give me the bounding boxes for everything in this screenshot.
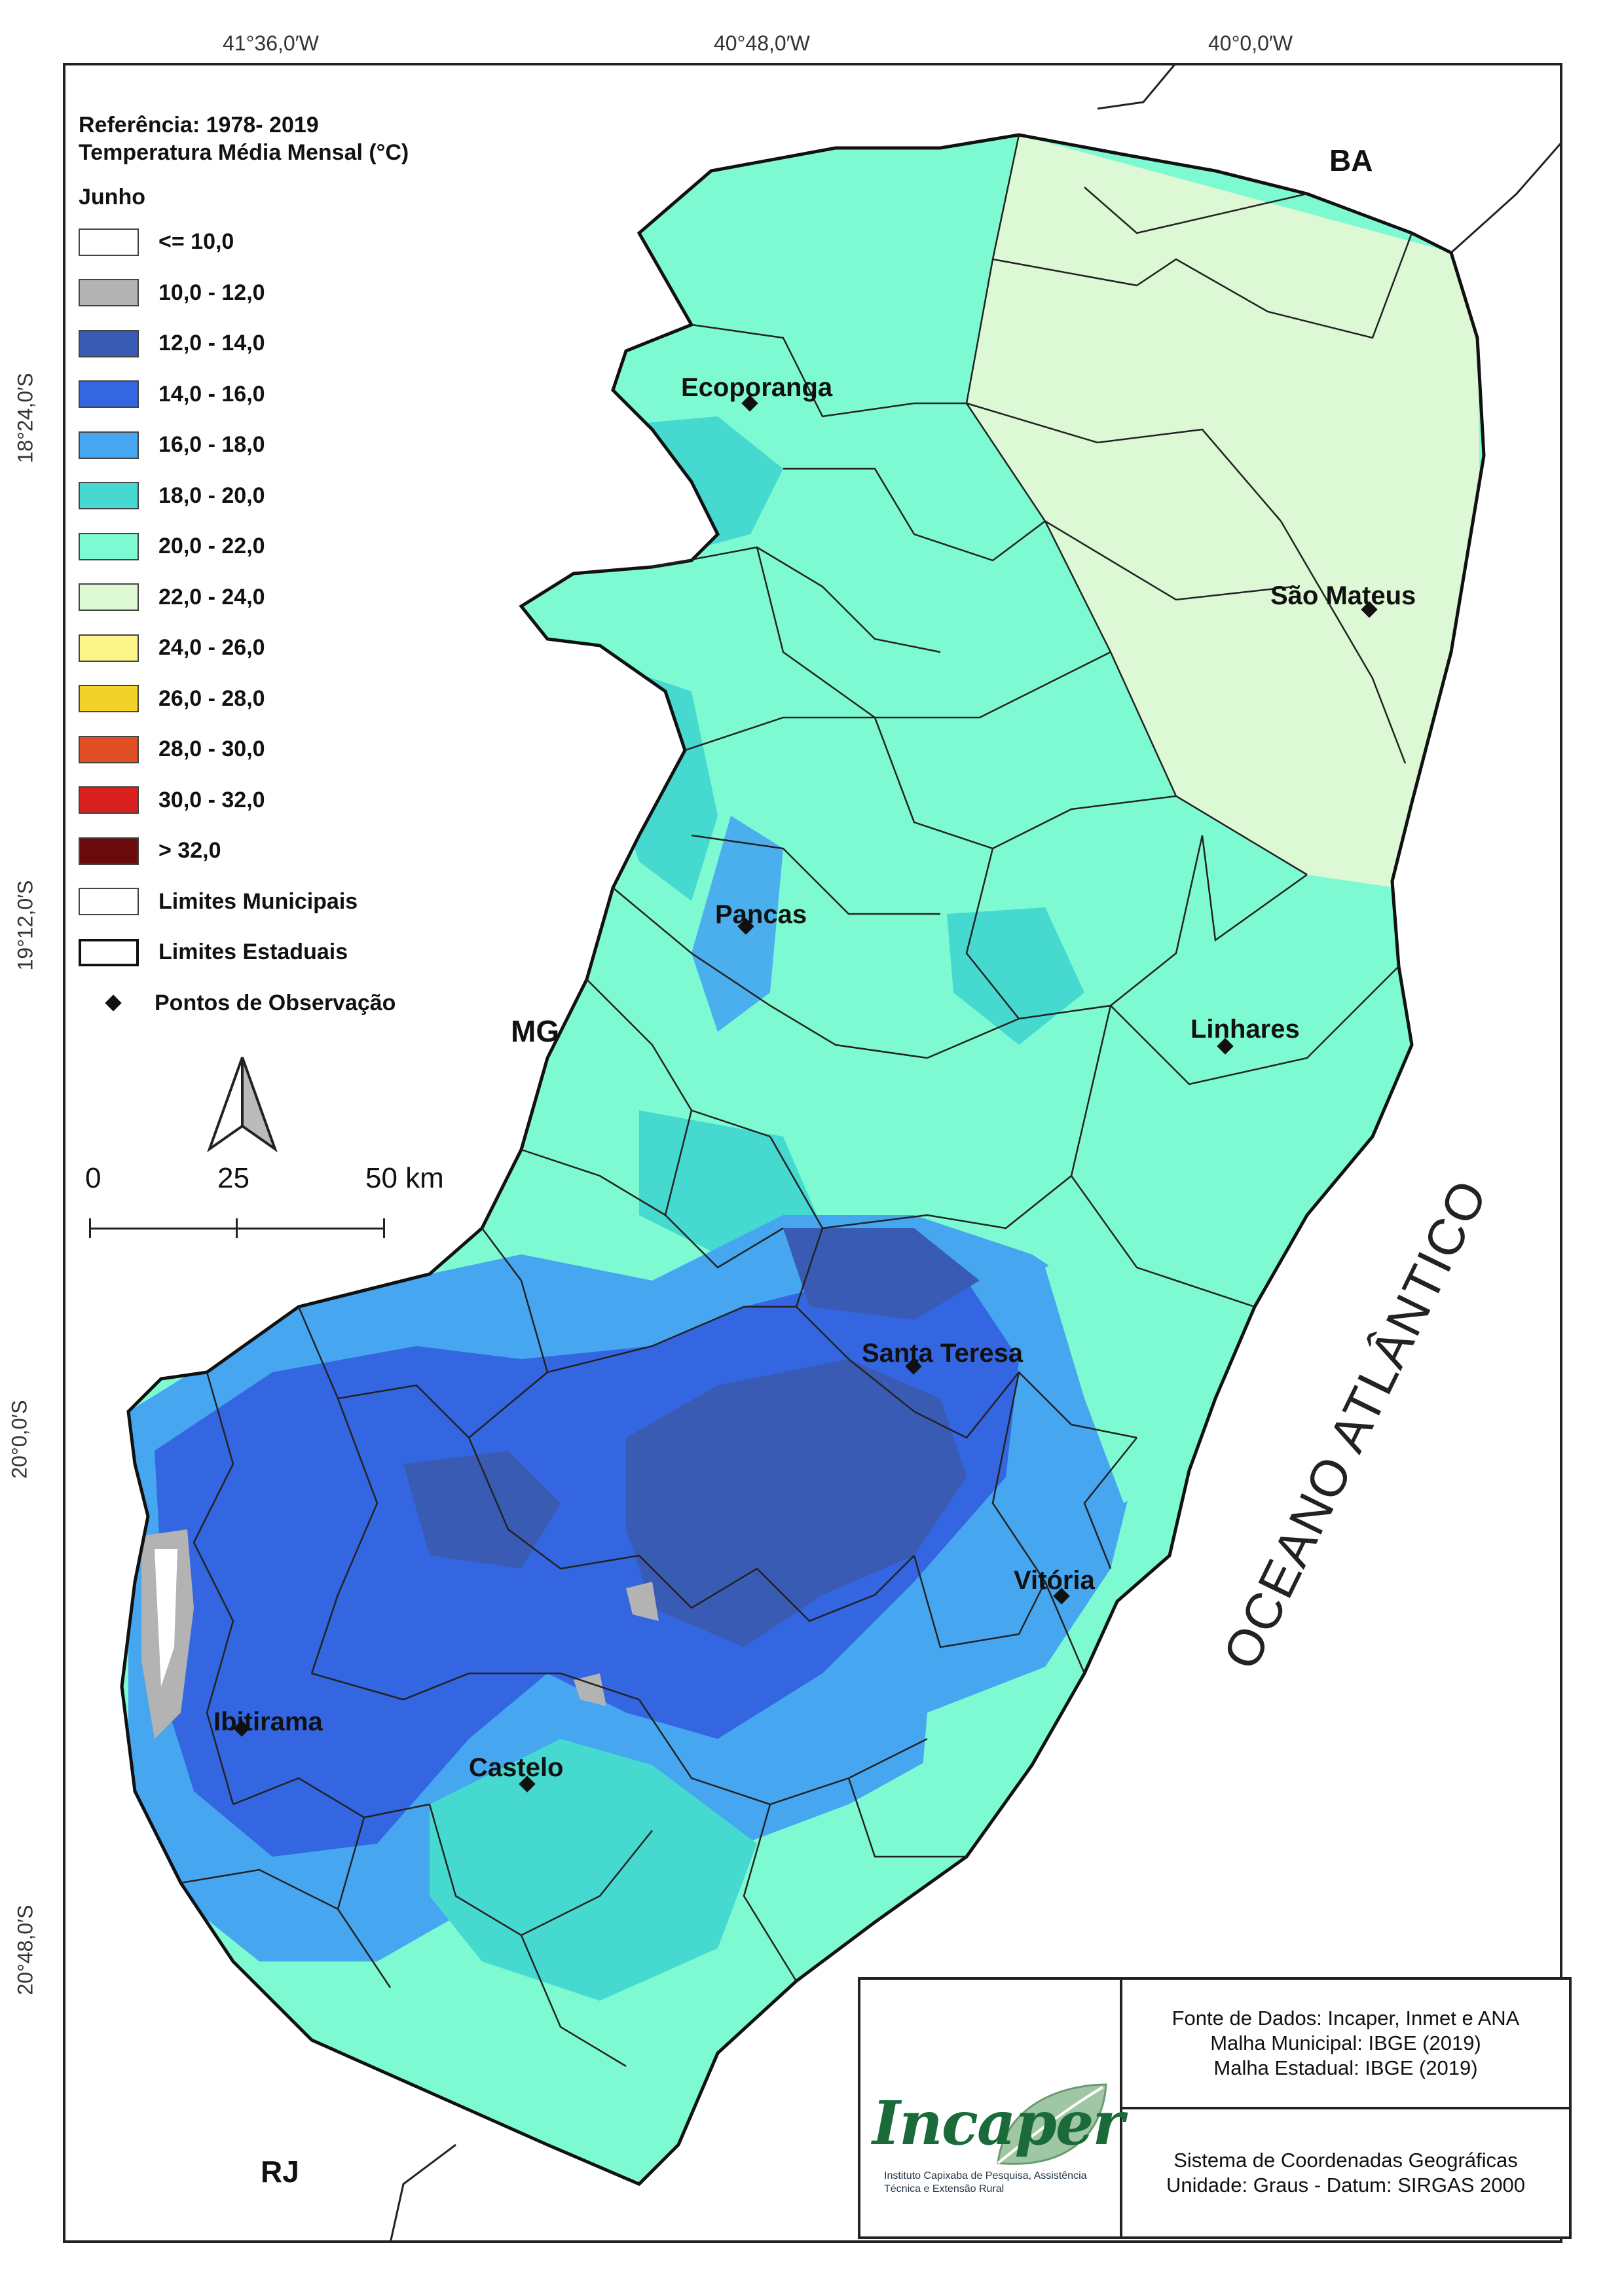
legend-month: Junho — [79, 185, 145, 210]
legend-class-row: 30,0 - 32,0 — [79, 775, 498, 826]
legend-class-label: 30,0 - 32,0 — [158, 787, 265, 812]
temperature-map — [120, 63, 1562, 2243]
legend-class-label: 10,0 - 12,0 — [158, 280, 265, 305]
info-text: Fonte de Dados: Incaper, Inmet e ANA Mal… — [1122, 1980, 1569, 2236]
legend-swatch — [79, 380, 139, 409]
incaper-logo: Incaper Instituto Capixaba de Pesquisa, … — [860, 1980, 1124, 2236]
legend-swatch — [79, 431, 139, 459]
crs-line-1: Sistema de Coordenadas Geográficas — [1173, 2149, 1518, 2172]
state-ba: BA — [1329, 143, 1373, 177]
state-limit-swatch — [79, 938, 139, 966]
legend-class-label: 14,0 - 16,0 — [158, 381, 265, 407]
legend-municipal: Limites Municipais — [79, 877, 498, 928]
legend-swatch — [79, 786, 139, 814]
legend-class-label: <= 10,0 — [158, 229, 234, 255]
scale-25: 25 — [217, 1162, 249, 1194]
lat-label-4: 20°48,0′S — [13, 1904, 37, 1995]
city-ibitirama: Ibitirama — [213, 1707, 323, 1736]
city-ecoporanga: Ecoporanga — [681, 373, 833, 402]
legend-class-row: 16,0 - 18,0 — [79, 420, 498, 471]
legend-class-row: 20,0 - 22,0 — [79, 521, 498, 572]
lat-label-3: 20°0,0′S — [7, 1400, 31, 1479]
legend-class-row: 28,0 - 30,0 — [79, 724, 498, 775]
legend-class-label: 12,0 - 14,0 — [158, 331, 265, 356]
legend-class-label: 16,0 - 18,0 — [158, 432, 265, 458]
city-linhares: Linhares — [1190, 1015, 1300, 1044]
legend-class-label: 20,0 - 22,0 — [158, 534, 265, 559]
legend-class-row: <= 10,0 — [79, 217, 498, 268]
legend-class-row: 10,0 - 12,0 — [79, 268, 498, 319]
source-line-2: Malha Municipal: IBGE (2019) — [1210, 2032, 1481, 2054]
municipal-limit-swatch — [79, 888, 139, 916]
city-sao-mateus: São Mateus — [1270, 581, 1416, 610]
legend-swatch — [79, 837, 139, 865]
crs-line-2: Unidade: Graus - Datum: SIRGAS 2000 — [1166, 2174, 1525, 2196]
state-rj: RJ — [261, 2155, 299, 2189]
legend-class-row: 14,0 - 16,0 — [79, 369, 498, 420]
legend-swatch — [79, 735, 139, 763]
legend-class-row: 24,0 - 26,0 — [79, 623, 498, 674]
lon-label-3: 40°0,0′W — [1208, 31, 1293, 55]
point-marker-icon — [105, 994, 122, 1011]
city-santa-teresa: Santa Teresa — [862, 1339, 1024, 1368]
legend-class-label: 18,0 - 20,0 — [158, 483, 265, 508]
city-castelo: Castelo — [469, 1753, 564, 1782]
legend-state: Limites Estaduais — [79, 927, 498, 978]
lat-label-2: 19°12,0′S — [13, 880, 37, 971]
coordinate-system: Sistema de Coordenadas Geográficas Unida… — [1122, 2109, 1569, 2236]
logo-tagline: Instituto Capixaba de Pesquisa, Assistên… — [884, 2170, 1087, 2195]
logo-name: Incaper — [872, 2088, 1124, 2159]
state-mg: MG — [511, 1014, 560, 1048]
legend-swatch — [79, 532, 139, 560]
legend-swatch — [79, 228, 139, 256]
legend-swatch — [79, 583, 139, 611]
info-box: Incaper Instituto Capixaba de Pesquisa, … — [858, 1977, 1572, 2239]
data-sources: Fonte de Dados: Incaper, Inmet e ANA Mal… — [1122, 1980, 1569, 2109]
legend-title-2: Temperatura Média Mensal (°C) — [79, 140, 409, 165]
north-arrow-icon — [207, 1057, 278, 1152]
legend-class-row: 18,0 - 20,0 — [79, 471, 498, 522]
legend-swatch — [79, 685, 139, 713]
legend-swatch — [79, 279, 139, 307]
legend-class-label: 28,0 - 30,0 — [158, 737, 265, 762]
scale-0: 0 — [85, 1162, 101, 1194]
lon-label-2: 40°48,0′W — [714, 31, 810, 55]
source-line-1: Fonte de Dados: Incaper, Inmet e ANA — [1172, 2007, 1520, 2030]
legend-points: Pontos de Observação — [79, 978, 498, 1029]
legend-class-row: 12,0 - 14,0 — [79, 318, 498, 369]
legend-classes: <= 10,0 10,0 - 12,0 12,0 - 14,0 14,0 - 16,0… — [79, 217, 498, 877]
legend-class-label: 26,0 - 28,0 — [158, 685, 265, 711]
legend-class-label: 22,0 - 24,0 — [158, 584, 265, 610]
scale-bar: 0 25 50 km — [85, 1162, 465, 1254]
legend-swatch — [79, 634, 139, 662]
legend-class-row: 22,0 - 24,0 — [79, 572, 498, 623]
legend-class-row: > 32,0 — [79, 826, 498, 877]
legend-class-row: 26,0 - 28,0 — [79, 674, 498, 725]
scale-50: 50 km — [365, 1162, 444, 1194]
legend-title-1: Referência: 1978- 2019 — [79, 113, 319, 137]
legend-class-label: 24,0 - 26,0 — [158, 635, 265, 661]
legend-swatch — [79, 329, 139, 357]
lat-label-1: 18°24,0′S — [13, 373, 37, 464]
lon-label-1: 41°36,0′W — [223, 31, 319, 55]
legend-swatch — [79, 482, 139, 510]
leaf-icon — [997, 2083, 1107, 2165]
legend-class-label: > 32,0 — [158, 838, 221, 864]
source-line-3: Malha Estadual: IBGE (2019) — [1213, 2056, 1478, 2079]
city-pancas: Pancas — [715, 900, 807, 929]
city-vitoria: Vitória — [1014, 1566, 1095, 1595]
legend: Referência: 1978- 2019 Temperatura Média… — [79, 111, 498, 1029]
